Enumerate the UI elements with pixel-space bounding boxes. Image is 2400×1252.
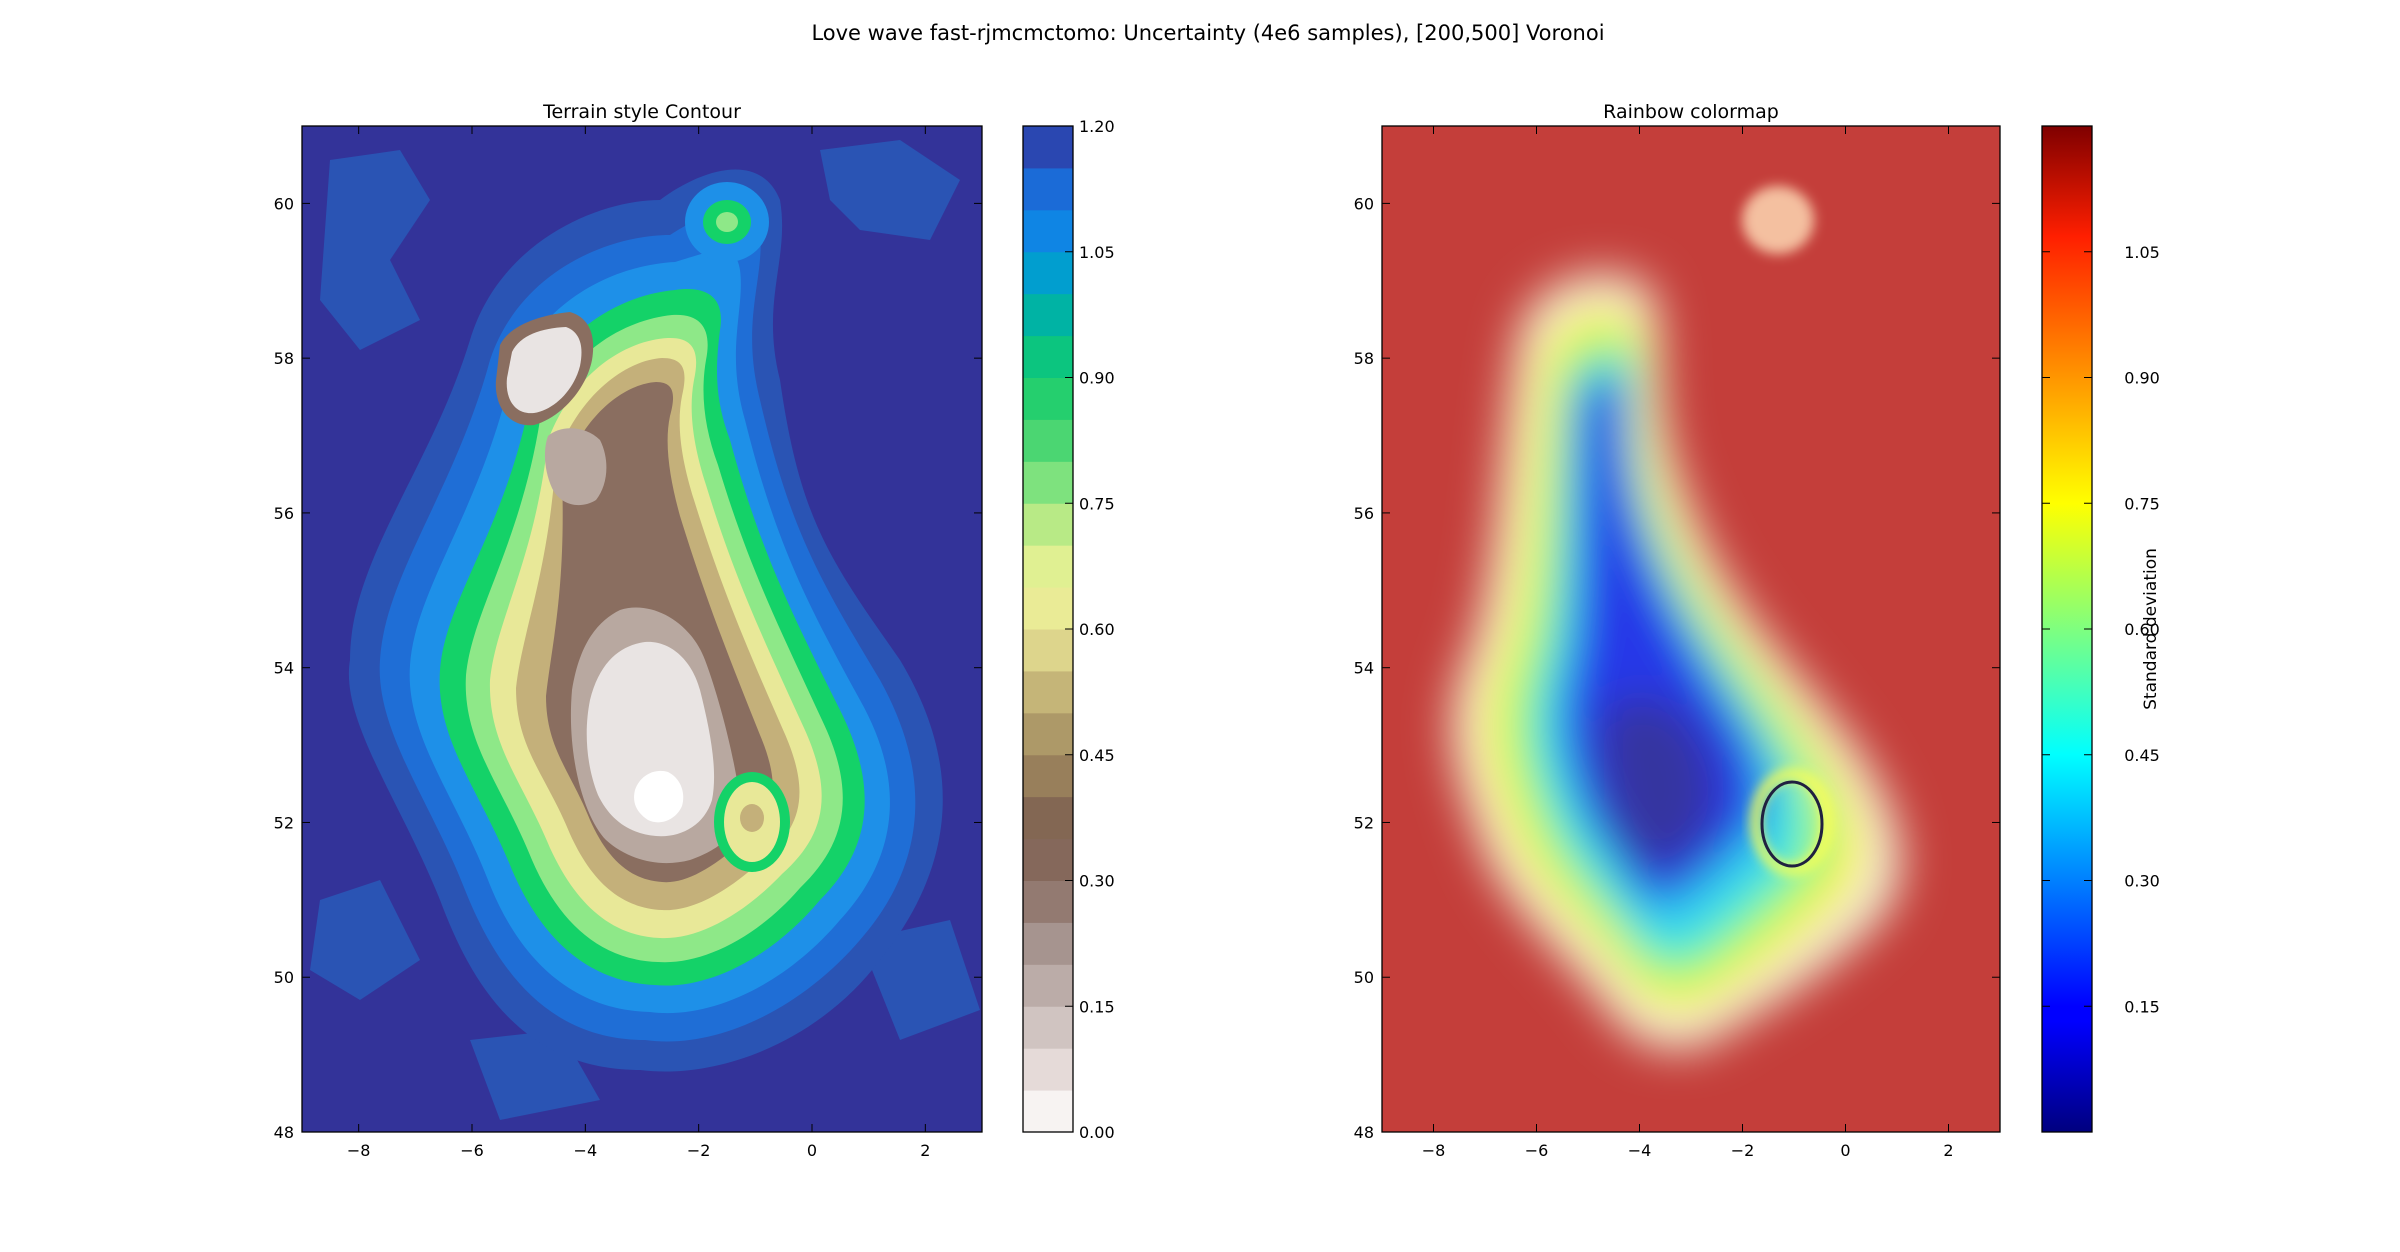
left-colorbar-level xyxy=(1023,167,1073,211)
right-panel-title: Rainbow colormap xyxy=(1603,101,1779,123)
right-colorbar-label: Standard deviation xyxy=(2141,548,2161,710)
right-x-tick-label: −8 xyxy=(1422,1141,1446,1160)
left-colorbar-level xyxy=(1023,880,1073,923)
left-x-tick-label: −2 xyxy=(687,1141,711,1160)
right-x-tick-label: 0 xyxy=(1840,1141,1850,1160)
left-x-tick-label: −8 xyxy=(347,1141,371,1160)
right-colorbar-tick-label: 0.15 xyxy=(2124,997,2160,1016)
left-colorbar-tick-label: 0.90 xyxy=(1079,369,1115,388)
right-y-tick-label: 48 xyxy=(1354,1123,1374,1142)
left-plot-area xyxy=(302,126,982,1132)
right-colorbar-tick-label: 0.75 xyxy=(2124,494,2160,513)
left-x-tick-label: 2 xyxy=(920,1141,930,1160)
right-colorbar-tick-label: 0.45 xyxy=(2124,746,2160,765)
left-north-cell-inner xyxy=(506,327,582,414)
left-band-0.05 xyxy=(634,770,684,823)
left-colorbar-level xyxy=(1023,1048,1073,1091)
left-x-tick-label: −4 xyxy=(574,1141,598,1160)
left-y-tick-label: 58 xyxy=(274,349,294,368)
left-colorbar-level xyxy=(1023,964,1073,1007)
left-colorbar-level xyxy=(1023,1090,1073,1133)
left-colorbar-level xyxy=(1023,377,1073,420)
left-outer-patch-3 xyxy=(310,880,420,1000)
right-ring-edge xyxy=(1760,780,1824,868)
left-y-tick-label: 54 xyxy=(274,659,294,678)
left-colorbar-level xyxy=(1023,1006,1073,1049)
left-colorbar-level xyxy=(1023,209,1073,253)
left-colorbar-level xyxy=(1023,419,1073,462)
left-outer-patch-1 xyxy=(320,150,430,350)
right-plot-area xyxy=(1382,126,2000,1132)
left-band-0.10 xyxy=(586,641,715,837)
right-colorbar-tick-label: 1.05 xyxy=(2124,243,2160,262)
left-colorbar-tick-label: 0.75 xyxy=(1079,494,1115,513)
left-y-ticks: 48 50 52 54 56 58 60 xyxy=(274,194,982,1142)
right-y-tick-label: 58 xyxy=(1354,349,1374,368)
left-colorbar-tick-label: 0.15 xyxy=(1079,997,1115,1016)
left-outer-patch-4 xyxy=(860,920,980,1040)
left-colorbar-tick-label: 0.45 xyxy=(1079,746,1115,765)
right-axes-frame xyxy=(1381,125,2001,1133)
left-colorbar-tick-label: 0.00 xyxy=(1079,1123,1115,1142)
left-colorbar-tick-label: 1.20 xyxy=(1079,117,1115,136)
right-x-ticks: −8 −6 −4 −2 0 2 xyxy=(1422,126,1954,1160)
right-y-tick-label: 60 xyxy=(1354,194,1374,213)
left-colorbar-level xyxy=(1023,503,1073,546)
right-y-ticks: 48 50 52 54 56 58 60 xyxy=(1354,194,2000,1142)
right-colorbar: 0.15 0.30 0.45 0.60 0.75 0.90 1.05 xyxy=(2041,125,2160,1133)
right-x-tick-label: −6 xyxy=(1525,1141,1549,1160)
left-colorbar-level xyxy=(1023,545,1073,588)
left-colorbar-level xyxy=(1023,670,1073,714)
left-colorbar-level xyxy=(1023,922,1073,965)
left-colorbar: 0.00 0.15 0.30 0.45 0.60 0.75 0.90 1.05 1.20 xyxy=(1022,117,1115,1142)
right-north-blob xyxy=(1742,186,1814,254)
left-ring-core xyxy=(740,804,764,832)
right-core-dark-blue xyxy=(1597,696,1716,870)
left-panel-title: Terrain style Contour xyxy=(542,101,741,123)
right-y-tick-label: 52 xyxy=(1354,813,1374,832)
left-colorbar-tick-label: 0.60 xyxy=(1079,620,1115,639)
left-north-blob-3 xyxy=(716,212,738,232)
right-x-tick-label: −4 xyxy=(1628,1141,1652,1160)
left-colorbar-level xyxy=(1023,629,1073,672)
left-colorbar-level xyxy=(1023,251,1073,295)
left-colorbar-tick-label: 0.30 xyxy=(1079,872,1115,891)
right-colorbar-tick-label: 0.60 xyxy=(2124,620,2160,639)
left-y-tick-label: 56 xyxy=(274,504,294,523)
left-colorbar-level xyxy=(1023,712,1073,756)
figure-suptitle: Love wave fast-rjmcmctomo: Uncertainty (… xyxy=(811,21,1604,45)
left-axes-frame xyxy=(301,125,983,1133)
left-colorbar-level xyxy=(1023,838,1073,881)
right-colorbar-gradient xyxy=(2041,125,2093,1133)
right-y-tick-label: 50 xyxy=(1354,968,1374,987)
left-x-tick-label: 0 xyxy=(807,1141,817,1160)
right-panel: Rainbow colormap −8 −6 −4 −2 0 2 48 50 52 54 56 58… xyxy=(1354,101,2161,1160)
left-colorbar-level xyxy=(1023,461,1073,504)
left-x-tick-label: −6 xyxy=(460,1141,484,1160)
left-colorbar-level xyxy=(1023,335,1073,378)
left-colorbar-level xyxy=(1023,754,1073,798)
right-x-tick-label: −2 xyxy=(1731,1141,1755,1160)
left-colorbar-level xyxy=(1023,796,1073,840)
left-colorbar-tick-label: 1.05 xyxy=(1079,243,1115,262)
left-outer-patch-2 xyxy=(820,140,960,240)
left-x-ticks: −8 −6 −4 −2 0 2 xyxy=(347,126,930,1160)
left-colorbar-level xyxy=(1023,587,1073,630)
right-x-tick-label: 2 xyxy=(1943,1141,1953,1160)
right-colorbar-tick-label: 0.90 xyxy=(2124,369,2160,388)
left-y-tick-label: 60 xyxy=(274,194,294,213)
right-y-tick-label: 54 xyxy=(1354,659,1374,678)
left-colorbar-level xyxy=(1023,126,1073,169)
left-y-tick-label: 50 xyxy=(274,968,294,987)
right-ring-outer xyxy=(1751,769,1833,875)
left-y-tick-label: 52 xyxy=(274,813,294,832)
right-colorbar-tick-label: 0.30 xyxy=(2124,872,2160,891)
right-y-tick-label: 56 xyxy=(1354,504,1374,523)
left-mid-cell xyxy=(544,428,607,506)
left-y-tick-label: 48 xyxy=(274,1123,294,1142)
left-panel: Terrain style Contour xyxy=(274,101,1115,1160)
left-colorbar-level xyxy=(1023,293,1073,337)
